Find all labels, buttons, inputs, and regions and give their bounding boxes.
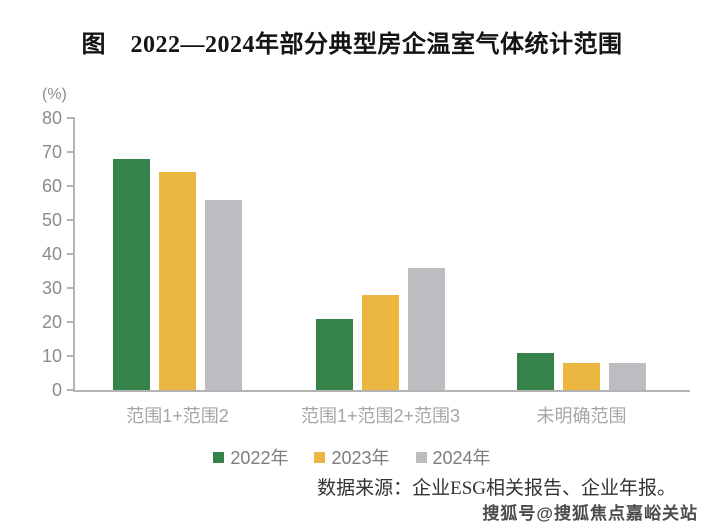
y-tick-label: 60 bbox=[41, 176, 62, 196]
bar-2024年-范围1+范围2+范围3 bbox=[408, 267, 445, 390]
bar-2024年-范围1+范围2 bbox=[205, 199, 242, 390]
y-tick-mark bbox=[67, 287, 74, 289]
y-tick-mark bbox=[67, 253, 74, 255]
y-tick-mark bbox=[67, 355, 74, 357]
y-tick-label: 50 bbox=[41, 210, 62, 230]
category-label: 范围1+范围2 bbox=[126, 406, 229, 426]
legend-swatch-icon bbox=[213, 451, 225, 463]
bar-2023年-范围1+范围2+范围3 bbox=[362, 294, 399, 390]
legend-item-2024年: 2024年 bbox=[415, 444, 491, 470]
legend-label: 2024年 bbox=[432, 448, 491, 468]
category-label: 范围1+范围2+范围3 bbox=[300, 406, 461, 426]
legend-swatch-icon bbox=[314, 451, 326, 463]
y-tick-mark bbox=[67, 185, 74, 187]
watermark: 搜狐号@搜狐焦点嘉峪关站 bbox=[482, 504, 698, 523]
bar-2023年-范围1+范围2 bbox=[159, 172, 196, 390]
y-tick-mark bbox=[67, 219, 74, 221]
y-tick-mark bbox=[67, 389, 74, 391]
legend-item-2023年: 2023年 bbox=[314, 444, 390, 470]
y-tick-mark bbox=[67, 117, 74, 119]
y-tick-label: 30 bbox=[41, 278, 62, 298]
y-tick-label: 40 bbox=[41, 244, 62, 264]
legend-label: 2022年 bbox=[230, 448, 289, 468]
chart-title: 图 2022—2024年部分典型房企温室气体统计范围 bbox=[81, 32, 623, 58]
y-tick-mark bbox=[67, 321, 74, 323]
bar-2022年-范围1+范围2+范围3 bbox=[316, 318, 353, 390]
y-tick-label: 20 bbox=[41, 312, 62, 332]
y-axis-unit-label: (%) bbox=[42, 86, 67, 103]
y-tick-label: 10 bbox=[41, 346, 62, 366]
legend-item-2022年: 2022年 bbox=[213, 444, 288, 470]
bar-2024年-未明确范围 bbox=[609, 362, 646, 390]
legend-swatch-icon bbox=[415, 451, 427, 463]
legend: 2022年 2023年 2024年 bbox=[0, 444, 704, 470]
y-tick-label: 0 bbox=[51, 380, 62, 400]
bar-2022年-范围1+范围2 bbox=[113, 158, 150, 390]
x-axis-line bbox=[73, 390, 690, 392]
source-note: 数据来源：企业ESG相关报告、企业年报。 bbox=[317, 478, 676, 499]
y-tick-label: 80 bbox=[41, 108, 62, 128]
y-tick-mark bbox=[67, 151, 74, 153]
legend-label: 2023年 bbox=[331, 448, 390, 468]
bar-2022年-未明确范围 bbox=[517, 352, 554, 390]
y-tick-label: 70 bbox=[41, 142, 62, 162]
category-label: 未明确范围 bbox=[536, 406, 627, 426]
y-axis-line bbox=[73, 117, 75, 392]
bar-2023年-未明确范围 bbox=[563, 362, 600, 390]
